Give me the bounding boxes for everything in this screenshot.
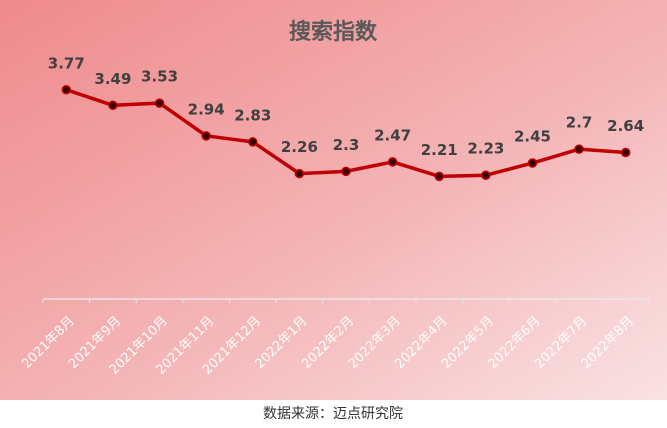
data-label: 2.83 [234, 106, 271, 124]
data-label: 2.23 [467, 140, 504, 158]
data-label: 3.77 [48, 54, 85, 72]
chart-title: 搜索指数 [289, 19, 378, 45]
point [574, 144, 584, 154]
point [387, 157, 398, 167]
chart-background [0, 0, 667, 400]
point [527, 158, 538, 168]
data-label: 2.26 [281, 138, 318, 156]
data-label: 3.49 [94, 70, 131, 88]
point [481, 170, 491, 180]
data-label: 2.7 [566, 114, 593, 132]
point [61, 85, 72, 95]
point [154, 98, 165, 108]
point [341, 166, 351, 177]
data-label: 2.21 [421, 141, 458, 159]
data-label: 3.53 [141, 68, 178, 86]
source-note: 数据来源：迈点研究院 [263, 406, 403, 422]
point [434, 171, 444, 182]
data-label: 2.3 [333, 136, 360, 154]
point [201, 131, 211, 141]
data-label: 2.94 [188, 100, 225, 118]
point [108, 100, 118, 111]
point [620, 147, 631, 158]
data-label: 2.47 [374, 126, 411, 144]
data-label: 2.45 [514, 128, 551, 146]
point [248, 137, 258, 147]
point [294, 168, 305, 179]
data-label: 2.64 [607, 117, 644, 135]
